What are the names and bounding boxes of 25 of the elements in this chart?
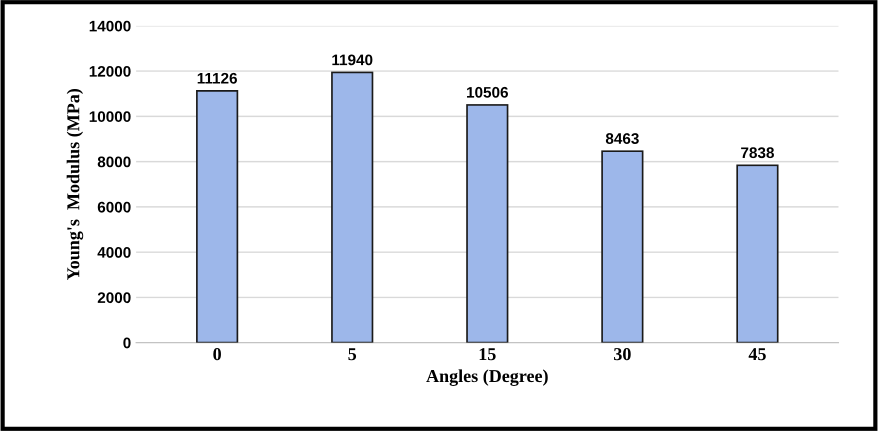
data-label: 10506: [467, 86, 508, 98]
y-tick-label: 10000: [90, 111, 131, 122]
x-axis-title: Angles (Degree): [426, 369, 548, 386]
bar: [331, 72, 374, 343]
data-label: 11940: [332, 54, 372, 66]
data-label: 7838: [741, 147, 774, 158]
data-label: 11126: [198, 72, 237, 84]
y-tick-label: 8000: [98, 156, 131, 168]
y-tick-label: 12000: [90, 66, 131, 77]
x-tick-label: 15: [480, 348, 496, 360]
y-tick-label: 2000: [98, 292, 131, 304]
y-tick-label: 4000: [97, 247, 131, 258]
x-tick-label: 0: [213, 348, 221, 360]
x-tick-label: 30: [614, 348, 631, 360]
y-tick-label: 0: [123, 338, 131, 348]
x-tick-label: 45: [748, 348, 766, 360]
bar: [466, 104, 508, 343]
bar: [601, 150, 644, 343]
y-tick-label: 14000: [90, 20, 131, 32]
data-label: 8463: [606, 133, 639, 144]
bar: [736, 164, 779, 343]
x-tick-label: 5: [348, 348, 356, 360]
y-tick-label: 6000: [98, 202, 131, 213]
y-axis-title: Young's Modulus (MPa): [66, 88, 84, 280]
bar: [196, 90, 238, 343]
